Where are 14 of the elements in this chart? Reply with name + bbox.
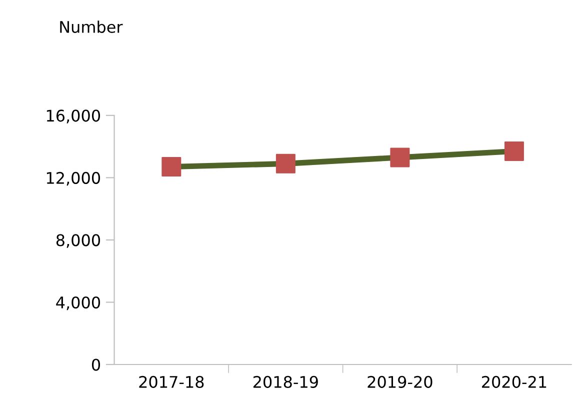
y-tick-label: 12,000 [46, 172, 100, 186]
y-tick-label: 16,000 [46, 110, 100, 124]
x-tick-label: 2020-21 [482, 376, 546, 388]
x-tick-label: 2019-20 [368, 376, 432, 388]
x-tick-label: 2018-19 [253, 376, 318, 388]
y-tick-label: 8,000 [56, 234, 100, 248]
y-axis-title: Number [60, 20, 123, 33]
y-tick-label: 0 [92, 358, 100, 371]
y-tick-label: 4,000 [56, 296, 100, 310]
point [390, 148, 410, 168]
x-tick-label: 2017-18 [139, 376, 204, 388]
point [276, 154, 296, 174]
point [504, 141, 524, 161]
point [162, 157, 182, 177]
